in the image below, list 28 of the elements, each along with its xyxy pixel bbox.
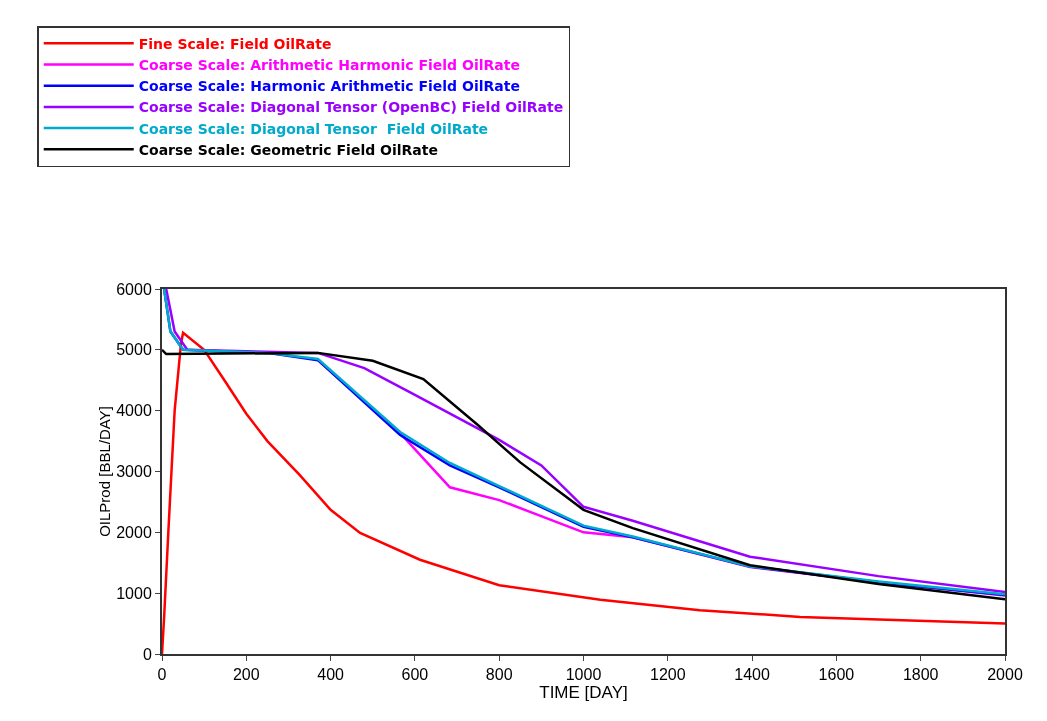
x-tick-label: 1400 (734, 666, 770, 684)
line-series (162, 331, 1005, 654)
x-tick-label: 200 (232, 666, 260, 684)
x-tick-label: 1200 (650, 666, 686, 684)
y-tick-label: 1000 (116, 584, 152, 602)
x-tick-label: 0 (157, 666, 167, 684)
y-tick-label: 2000 (116, 523, 152, 541)
x-tick-label: 800 (485, 666, 513, 684)
y-tick-label: 6000 (116, 280, 152, 298)
text: Fine Scale: Field OilRate (138, 35, 332, 52)
text: Coarse Scale: Harmonic Arithmetic Field OilRate (138, 78, 520, 95)
x-tick-label: 400 (317, 666, 345, 684)
line-series (162, 348, 1005, 601)
y-axis-title: OILProd [BBL/DAY] (95, 406, 113, 537)
y-tick-label: 5000 (116, 341, 152, 359)
x-tick-label: 600 (401, 666, 429, 684)
text: Coarse Scale: Diagonal Tensor (OpenBC) Field OilRate (138, 99, 564, 116)
text: Coarse Scale: Arithmetic Harmonic Field OilRate (138, 56, 520, 73)
x-tick-label: 1600 (818, 666, 855, 684)
y-tick-label: 4000 (116, 402, 152, 420)
x-axis-title: TIME [DAY] (539, 683, 628, 703)
text: Coarse Scale: Diagonal Tensor Field OilRate (138, 120, 489, 137)
text: Coarse Scale: Geometric Field OilRate (138, 141, 438, 158)
x-tick-label: 1000 (565, 666, 602, 684)
x-tick-label: 1800 (902, 666, 939, 684)
y-tick-label: 0 (142, 645, 152, 663)
x-tick-label: 2000 (987, 666, 1023, 684)
y-tick-label: 3000 (116, 463, 152, 481)
